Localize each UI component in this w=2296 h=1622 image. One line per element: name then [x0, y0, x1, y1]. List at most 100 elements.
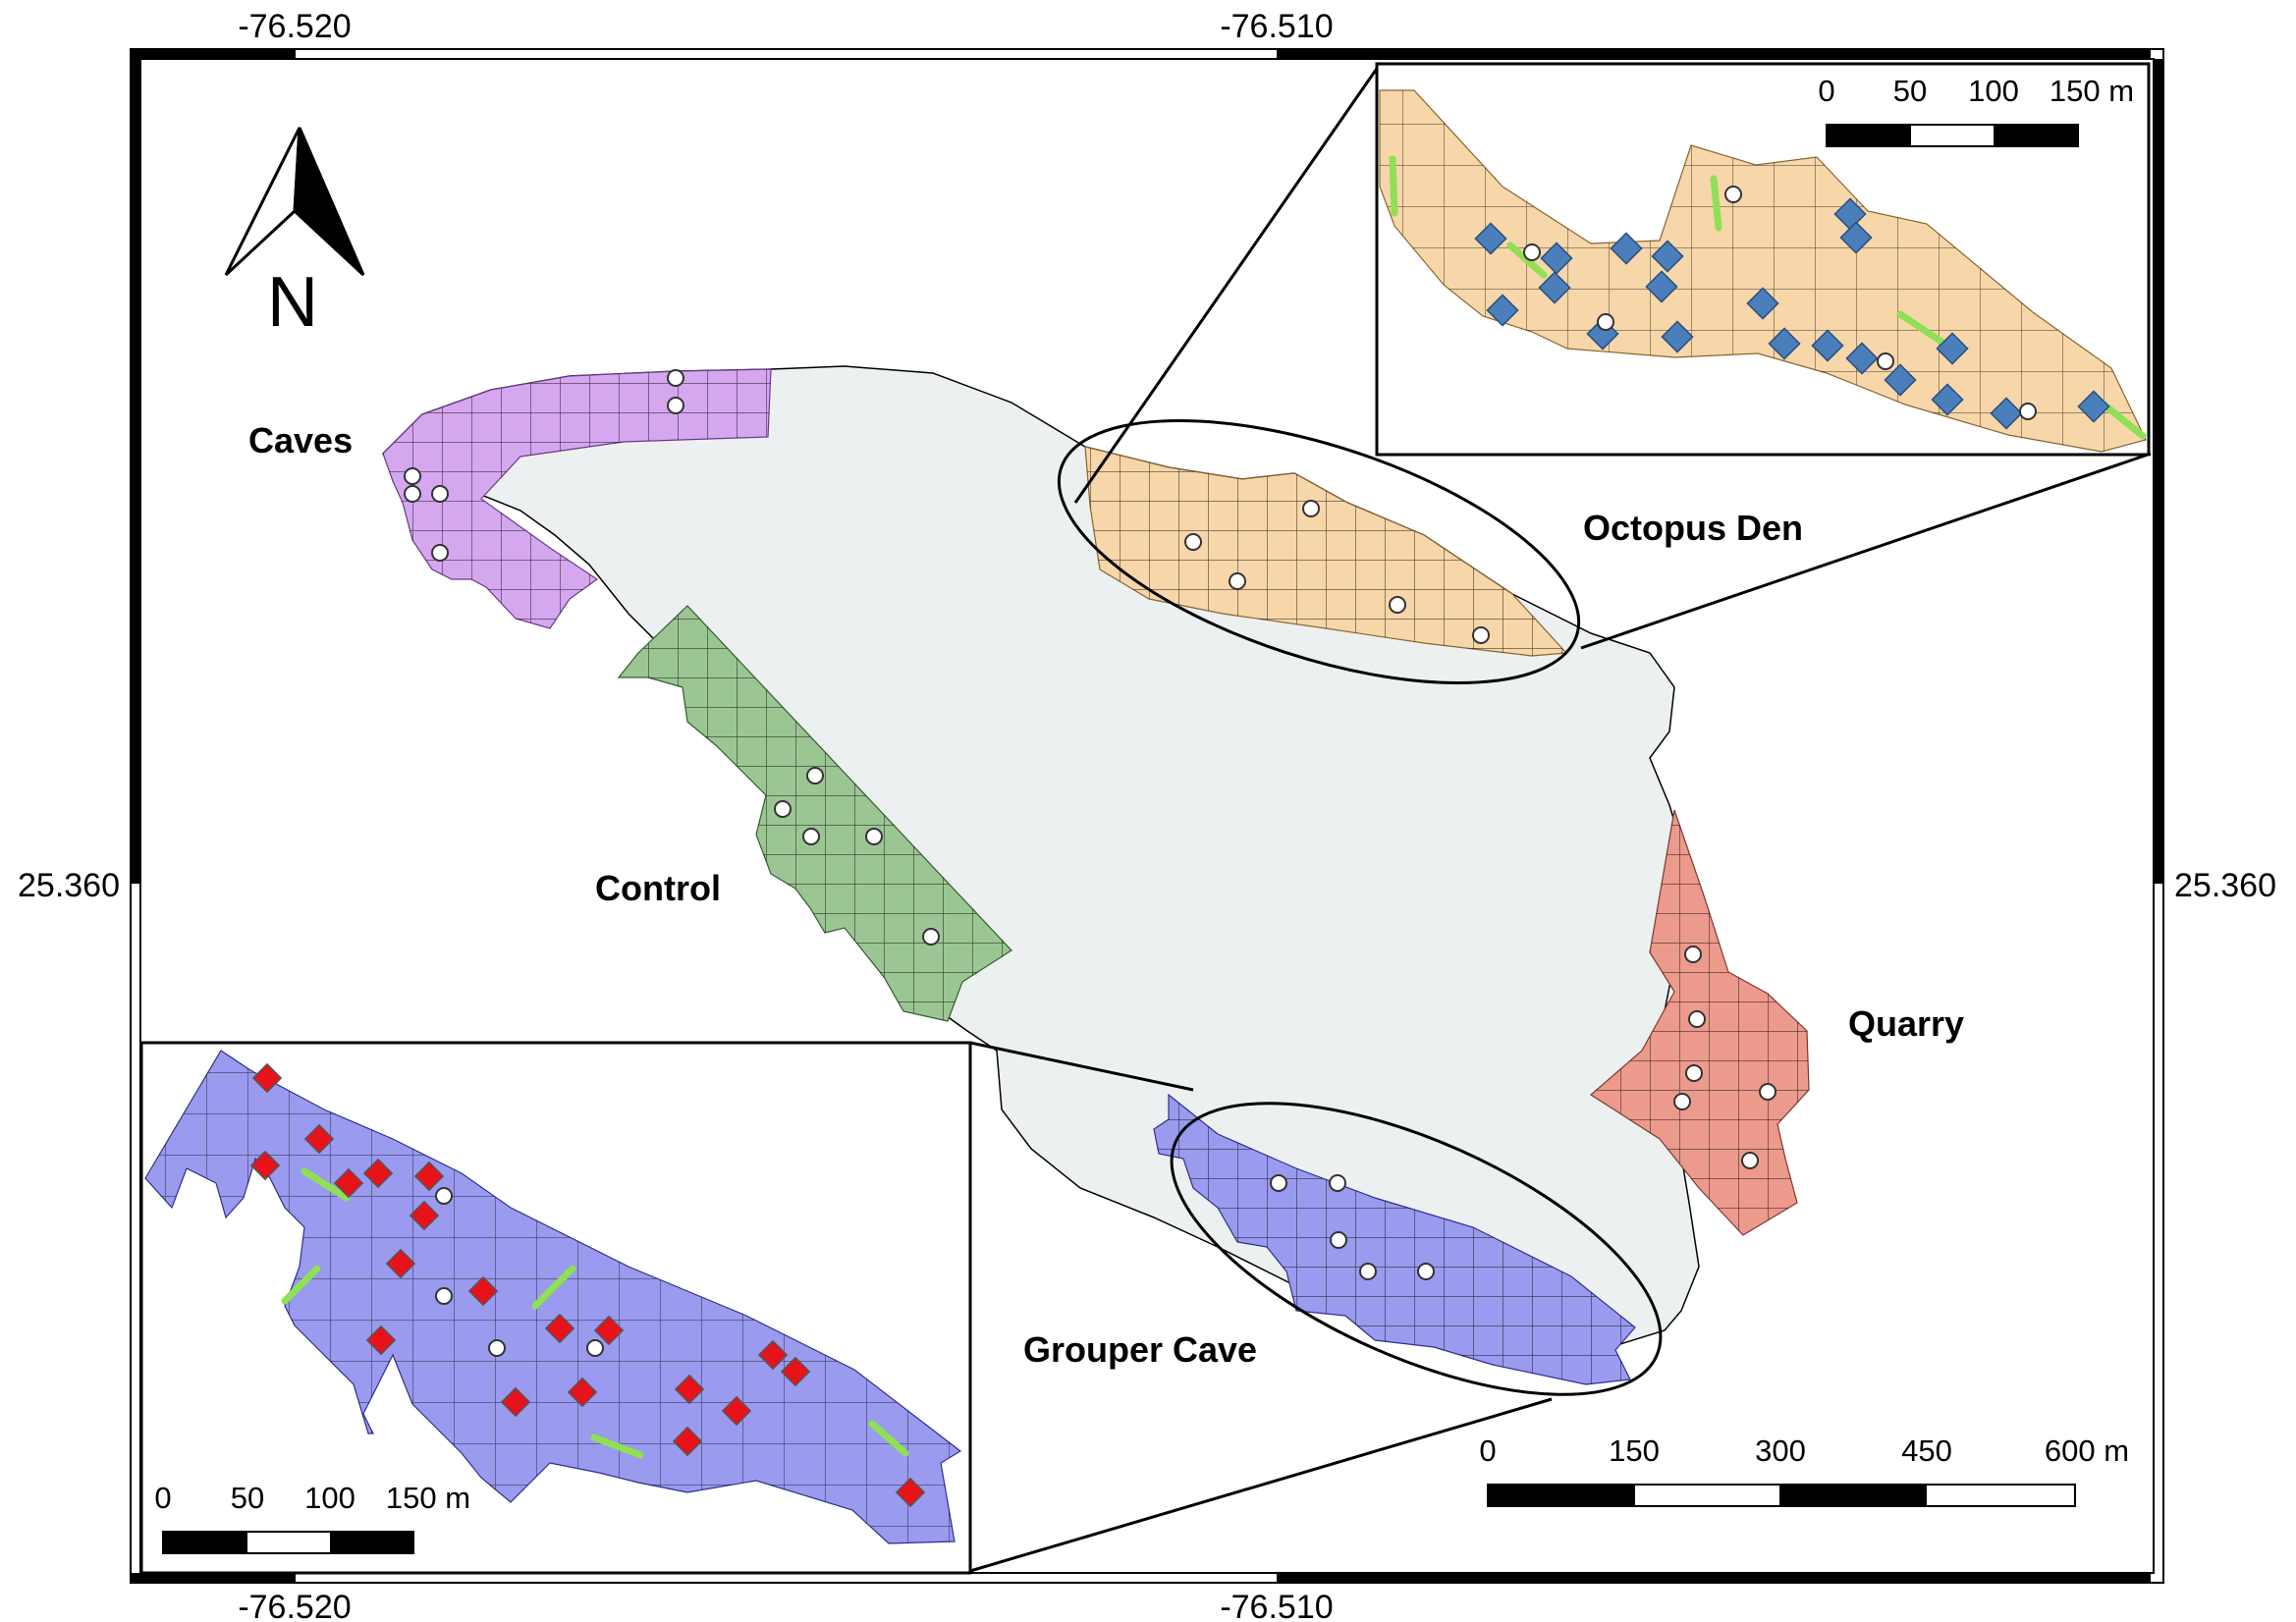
inset-scale-tick: 100 — [304, 1481, 355, 1515]
station-marker — [1184, 533, 1202, 551]
site-control-grid — [619, 606, 1011, 1021]
station-marker — [806, 767, 824, 784]
sighting-marker — [1884, 363, 1917, 397]
sighting-marker — [1540, 242, 1573, 275]
inset-stations — [435, 1187, 604, 1357]
station-marker — [404, 485, 421, 503]
sighting-marker — [593, 1315, 625, 1346]
inset-scale-bar-grouper: 0 50 100 150 m — [154, 1481, 470, 1554]
north-label: N — [267, 263, 318, 342]
station-marker — [586, 1339, 604, 1357]
transect-lines — [1389, 155, 2147, 440]
sighting-marker — [467, 1275, 499, 1307]
station-marker — [774, 800, 792, 818]
octopus-inset-leader-top — [1073, 62, 1383, 504]
grouper-cave-inset: 0 50 100 150 m — [139, 1041, 972, 1575]
transect-line — [531, 1265, 576, 1310]
station-markers — [404, 369, 1777, 1280]
station-marker — [667, 369, 684, 387]
station-marker — [1724, 186, 1742, 203]
grouper-sightings — [249, 1062, 926, 1508]
sighting-marker — [1936, 332, 1969, 365]
transect-line — [2098, 399, 2147, 440]
station-marker — [1270, 1174, 1287, 1192]
inset-scale-tick: 50 — [231, 1481, 264, 1515]
sighting-marker — [1661, 320, 1694, 353]
station-marker — [1389, 596, 1406, 614]
transect-line — [301, 1167, 351, 1202]
main-scale-tick: 300 — [1755, 1433, 1806, 1468]
inset-scale-tick: 100 — [1968, 74, 2019, 108]
station-marker — [1673, 1093, 1691, 1110]
sighting-marker — [1610, 232, 1643, 265]
lon-label-bottom-right: -76.510 — [1220, 1589, 1333, 1622]
north-arrow-icon: N — [224, 127, 365, 342]
octopus-sightings — [1474, 197, 2110, 430]
sighting-marker — [1990, 397, 2023, 430]
sighting-marker — [895, 1477, 926, 1508]
transect-line — [1710, 175, 1722, 232]
site-label-quarry: Quarry — [1848, 1003, 1964, 1044]
sighting-marker — [385, 1248, 416, 1279]
sighting-marker — [365, 1325, 397, 1356]
transect-line — [590, 1433, 644, 1459]
grouper-inset-leader-bottom — [969, 1397, 1553, 1573]
lon-label-top-left: -76.520 — [238, 8, 351, 45]
station-marker — [1302, 500, 1320, 517]
site-label-caves: Caves — [248, 420, 353, 460]
sighting-marker — [409, 1200, 440, 1231]
octopus-den-inset: 0 50 100 150 m — [1375, 62, 2151, 457]
sighting-marker — [674, 1374, 705, 1405]
sighting-marker — [544, 1313, 575, 1344]
sighting-marker — [1768, 327, 1801, 360]
site-label-octopus-den: Octopus Den — [1583, 508, 1803, 548]
site-label-grouper-cave: Grouper Cave — [1023, 1329, 1257, 1370]
sighting-marker — [1746, 287, 1779, 320]
sighting-marker — [249, 1150, 281, 1181]
sighting-marker — [757, 1339, 789, 1371]
main-scale-tick: 600 m — [2045, 1433, 2129, 1468]
station-marker — [1688, 1010, 1706, 1028]
main-scale-bar: 0 150 300 450 600 m — [1479, 1433, 2129, 1507]
station-marker — [1597, 313, 1614, 331]
inset-stations — [1523, 186, 2037, 420]
site-caves-grid — [383, 369, 771, 628]
sighting-marker — [1931, 383, 1964, 416]
station-marker — [1684, 946, 1702, 963]
sighting-marker — [251, 1062, 283, 1094]
station-marker — [2019, 403, 2037, 420]
main-scale-tick: 450 — [1901, 1433, 1952, 1468]
transect-line — [1506, 242, 1548, 279]
station-marker — [802, 828, 820, 845]
station-marker — [1523, 243, 1541, 261]
sighting-marker — [1538, 271, 1571, 304]
lat-label-right: 25.360 — [2174, 867, 2276, 904]
site-label-control: Control — [595, 868, 721, 908]
station-marker — [667, 397, 684, 414]
sighting-marker — [1486, 294, 1519, 327]
site-octopus-den-grid — [1085, 447, 1566, 656]
inset-scale-tick: 0 — [1818, 74, 1834, 108]
transect-line — [868, 1420, 909, 1457]
station-marker — [1329, 1174, 1346, 1192]
station-marker — [1685, 1064, 1703, 1082]
transect-lines — [281, 1167, 909, 1459]
inset-scale-tick: 150 m — [386, 1481, 470, 1515]
transect-line — [1389, 155, 1398, 217]
station-marker — [435, 1287, 453, 1305]
inset-scale-tick: 0 — [154, 1481, 171, 1515]
grouper-inset-leader-top — [969, 1041, 1194, 1092]
station-marker — [431, 544, 449, 562]
sighting-marker — [1811, 329, 1844, 362]
sighting-marker — [500, 1386, 531, 1418]
inset-scale-bar-octopus: 0 50 100 150 m — [1818, 74, 2134, 147]
site-grouper-cave-grid — [1154, 1095, 1635, 1384]
sighting-marker — [333, 1167, 364, 1199]
inset-scale-tick: 50 — [1893, 74, 1927, 108]
main-scale-tick: 0 — [1479, 1433, 1496, 1468]
station-marker — [488, 1339, 506, 1357]
sighting-marker — [1845, 342, 1879, 375]
station-marker — [865, 828, 883, 845]
station-marker — [1759, 1083, 1777, 1101]
